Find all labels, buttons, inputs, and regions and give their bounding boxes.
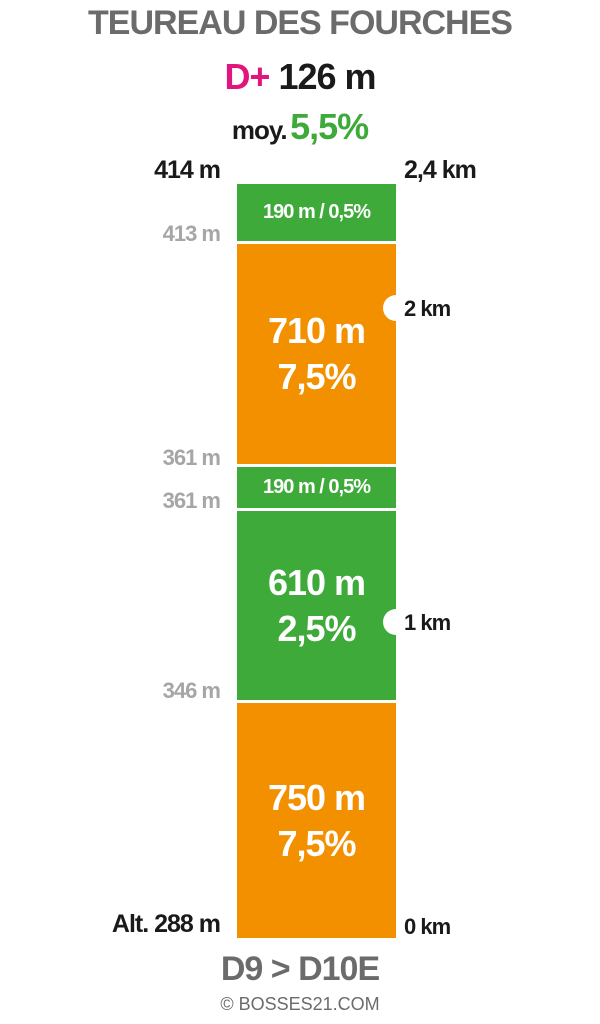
altitude: 361 m xyxy=(162,488,221,513)
segment-text: 190 m / 0,5% xyxy=(263,201,371,223)
altitude: 413 m xyxy=(162,221,221,246)
distance: 0 km xyxy=(404,914,451,939)
segment-text: 7,5% xyxy=(277,822,356,864)
segment: 750 m 7,5% xyxy=(237,703,396,938)
road: D9 > D10E xyxy=(220,950,380,988)
distance: 1 km xyxy=(404,610,451,635)
average-row: moy. 5,5% xyxy=(0,106,600,148)
segment-text: 2,5% xyxy=(277,607,356,649)
credit: © BOSSES21.COM xyxy=(220,994,380,1014)
average-label: moy. xyxy=(231,115,288,145)
segment: 710 m 7,5% xyxy=(237,244,396,464)
segment-text: 710 m xyxy=(267,310,366,351)
segment-text: 7,5% xyxy=(277,356,356,397)
segment-text: 750 m xyxy=(267,776,366,818)
average: 5,5% xyxy=(290,106,369,147)
km-notch xyxy=(383,609,409,635)
segment: 190 m / 0,5% xyxy=(237,184,396,241)
title: TEUREAU DES FOURCHES xyxy=(88,4,513,42)
segment-text: 610 m xyxy=(267,561,366,603)
segment: 190 m / 0,5% xyxy=(237,467,396,508)
segment-text: 190 m / 0,5% xyxy=(263,476,371,498)
gain: 126 m xyxy=(278,56,376,97)
altitude: 361 m xyxy=(162,445,221,470)
km-notch xyxy=(383,295,409,321)
gain-label: D+ xyxy=(224,56,270,97)
top-distance: 2,4 km xyxy=(404,156,477,184)
segment: 610 m 2,5% xyxy=(237,511,396,700)
gain-row: D+ 126 m xyxy=(0,56,600,98)
top-altitude: 414 m xyxy=(154,156,221,184)
altitude: 346 m xyxy=(162,678,221,703)
altitude: Alt. 288 m xyxy=(111,910,221,938)
distance: 2 km xyxy=(404,296,451,321)
